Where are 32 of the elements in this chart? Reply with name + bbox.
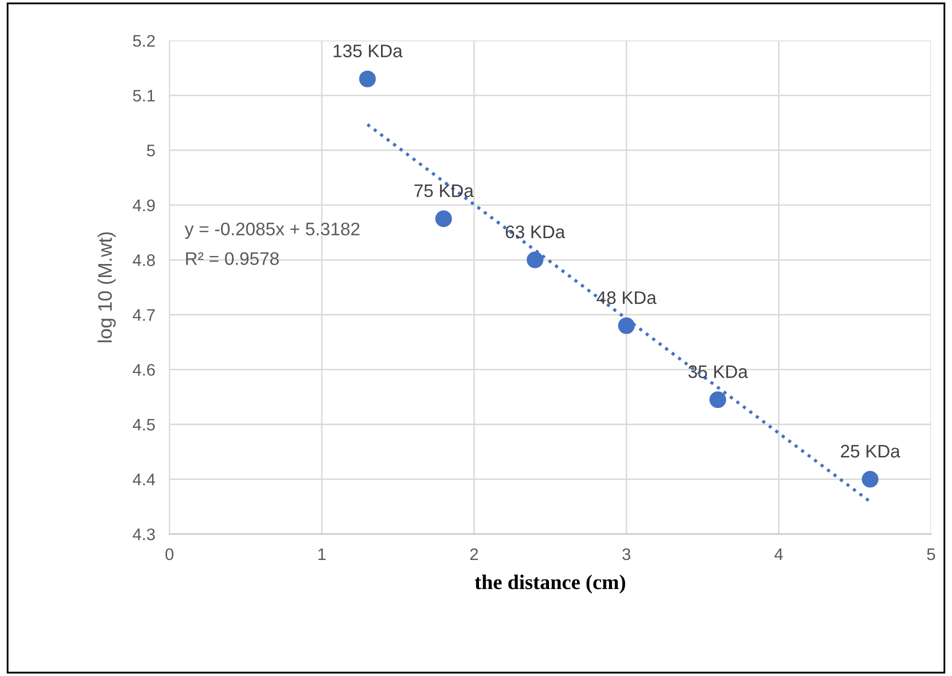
point — [359, 70, 376, 88]
annotation: 25 KDa — [840, 444, 900, 458]
annotation: R² = 0.9578 — [186, 252, 279, 266]
point — [435, 210, 452, 228]
x-tick-label: 4 — [774, 548, 783, 560]
x-tick-label: 1 — [318, 548, 326, 560]
y-tick-label: 5.2 — [133, 34, 155, 47]
point — [862, 470, 878, 488]
point — [709, 391, 726, 408]
annotation: 63 KDa — [506, 225, 566, 238]
x-tick-label: 5 — [927, 548, 935, 560]
y-tick-label: 4.9 — [132, 199, 155, 212]
y-tick-label: 4.5 — [132, 418, 155, 431]
x-tick-label: 2 — [470, 548, 478, 560]
y-tick-label: 4.7 — [132, 309, 155, 321]
y-tick-label: 4.6 — [132, 364, 155, 376]
y-tick-label: 4.8 — [132, 254, 155, 266]
y-tick-label: 4.3 — [132, 528, 155, 540]
x-tick-label: 3 — [622, 548, 630, 560]
annotation: 75 KDa — [414, 184, 474, 198]
annotation: 48 KDa — [596, 291, 657, 304]
point — [618, 317, 635, 334]
annotation: y = -0.2085x + 5.3182 — [184, 222, 360, 239]
y-tick-label: 4.4 — [132, 474, 156, 486]
x-tick-label: 0 — [165, 548, 174, 560]
y-tick-label: 5 — [146, 144, 155, 156]
annotation: 135 KDa — [334, 44, 403, 58]
annotation: 35 KDa — [688, 365, 748, 378]
point — [526, 252, 544, 268]
y-axis-title: log 10 (M.wt) — [98, 232, 116, 342]
x-axis-title: the distance (cm) — [474, 574, 626, 594]
y-tick-label: 5.1 — [133, 90, 155, 102]
